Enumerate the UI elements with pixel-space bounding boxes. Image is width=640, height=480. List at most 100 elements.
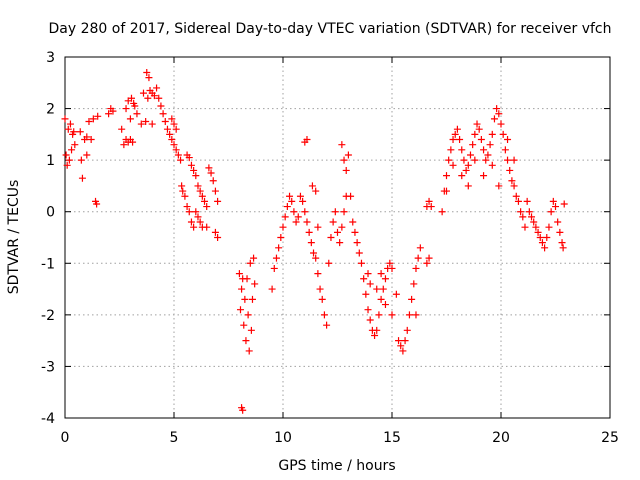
- chart-title: Day 280 of 2017, Sidereal Day-to-day VTE…: [48, 21, 611, 37]
- data-point: [521, 223, 529, 231]
- data-point: [405, 311, 413, 319]
- data-point: [172, 146, 180, 154]
- data-point: [327, 234, 335, 241]
- data-point: [466, 151, 474, 159]
- data-point: [528, 213, 536, 221]
- data-point: [250, 254, 258, 262]
- data-point: [157, 102, 165, 110]
- data-point: [148, 120, 156, 128]
- data-point: [381, 275, 389, 283]
- data-point: [364, 270, 372, 278]
- data-point: [377, 270, 385, 278]
- data-point: [71, 141, 79, 149]
- data-point: [464, 182, 472, 190]
- data-point: [170, 120, 178, 128]
- data-point: [362, 290, 370, 298]
- data-point: [538, 239, 546, 247]
- data-point: [314, 223, 322, 231]
- data-point: [310, 249, 318, 257]
- data-point: [395, 337, 403, 345]
- y-tick-label: 3: [46, 50, 55, 66]
- data-point: [87, 136, 95, 144]
- data-point: [338, 223, 346, 231]
- data-point: [480, 172, 488, 180]
- data-point: [150, 92, 158, 100]
- data-point: [504, 156, 512, 164]
- data-point: [283, 203, 291, 211]
- data-point: [163, 125, 171, 133]
- data-point: [85, 117, 93, 125]
- data-point: [109, 107, 117, 115]
- data-point: [547, 208, 555, 216]
- data-point: [64, 125, 72, 133]
- data-point: [401, 337, 409, 345]
- data-point: [373, 326, 381, 334]
- data-point: [181, 192, 189, 200]
- data-point: [296, 192, 304, 200]
- y-tick-label: -3: [41, 359, 55, 375]
- data-point: [129, 138, 137, 146]
- grid: [65, 57, 610, 418]
- data-point: [214, 197, 222, 205]
- data-point: [244, 311, 252, 319]
- data-point: [340, 208, 348, 216]
- data-point: [207, 169, 215, 177]
- data-point: [83, 151, 91, 159]
- data-point: [214, 234, 222, 241]
- data-point: [286, 192, 294, 200]
- data-point: [288, 197, 296, 205]
- data-point: [499, 130, 507, 138]
- data-point: [399, 347, 407, 355]
- data-point: [519, 213, 527, 221]
- data-point: [360, 275, 368, 283]
- data-point: [270, 264, 278, 272]
- data-point: [62, 151, 70, 159]
- data-point: [137, 120, 145, 128]
- data-point: [239, 406, 247, 414]
- data-point: [205, 164, 213, 172]
- data-point: [460, 156, 468, 164]
- data-point: [323, 321, 331, 329]
- data-point: [325, 259, 333, 267]
- data-point: [211, 187, 219, 195]
- data-point: [449, 161, 457, 169]
- data-point: [318, 295, 326, 303]
- data-point: [166, 130, 174, 138]
- data-point: [559, 244, 567, 252]
- data-point: [532, 223, 540, 231]
- data-point: [443, 172, 450, 180]
- data-point: [131, 102, 139, 110]
- data-point: [510, 182, 518, 190]
- data-point: [251, 280, 259, 288]
- data-point: [177, 156, 185, 164]
- data-point: [501, 146, 509, 154]
- data-point: [473, 120, 481, 128]
- data-point: [373, 285, 381, 293]
- data-point: [185, 154, 193, 162]
- data-point: [236, 306, 244, 314]
- data-point: [133, 110, 141, 118]
- data-point: [196, 218, 204, 226]
- data-point: [303, 136, 311, 144]
- data-point: [66, 120, 74, 128]
- data-point: [242, 337, 250, 345]
- data-point: [525, 208, 533, 216]
- data-point: [153, 84, 161, 92]
- y-tick-label: 2: [46, 102, 55, 118]
- data-point: [371, 331, 379, 339]
- data-point: [277, 234, 285, 241]
- data-point: [65, 156, 73, 164]
- data-point: [174, 151, 182, 159]
- data-point: [469, 141, 477, 149]
- data-point: [198, 192, 206, 200]
- data-point: [517, 208, 525, 216]
- y-tick-label: -4: [41, 411, 55, 427]
- data-point: [510, 156, 518, 164]
- data-point: [161, 117, 169, 125]
- data-point: [329, 218, 337, 226]
- data-point: [543, 234, 551, 241]
- data-point: [144, 94, 152, 102]
- data-point: [514, 197, 522, 205]
- data-point: [536, 234, 544, 241]
- data-point: [120, 141, 128, 149]
